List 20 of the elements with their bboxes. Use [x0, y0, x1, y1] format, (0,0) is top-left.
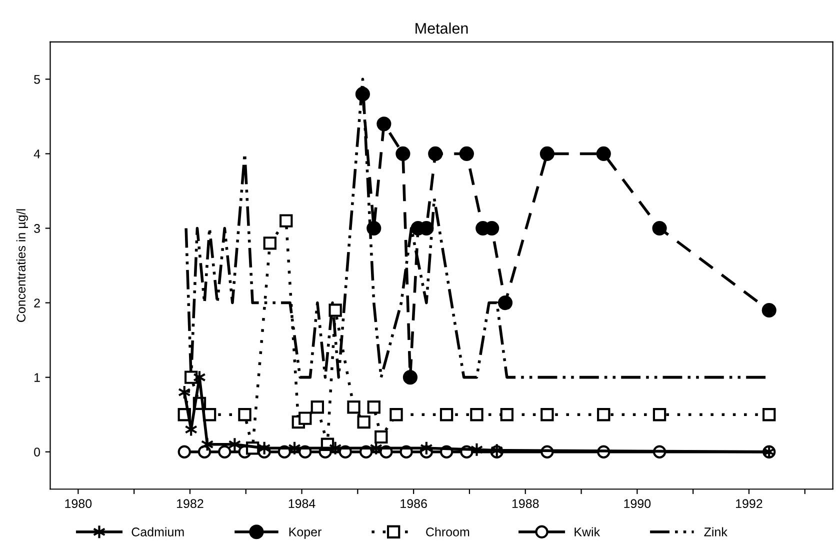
- x-tick-label: 1980: [65, 499, 92, 508]
- x-tick-label: 1990: [624, 499, 651, 508]
- legend-label: Cadmium: [132, 527, 184, 536]
- legend-label: Koper: [289, 528, 322, 539]
- x-tick-label: 1988: [512, 499, 539, 508]
- legend-label: Chroom: [426, 527, 470, 536]
- y-tick-label: 5: [34, 75, 40, 84]
- y-tick-label: 4: [34, 150, 40, 158]
- y-tick-label: 0: [34, 448, 40, 457]
- x-tick-label: 1986: [400, 499, 427, 508]
- legend-label: Zink: [704, 527, 728, 536]
- y-tick-label: 1: [34, 373, 40, 382]
- y-tick-label: 3: [34, 224, 40, 233]
- x-tick-label: 1992: [736, 499, 762, 508]
- legend-label: Kwik: [574, 527, 600, 536]
- x-tick-label: 1982: [177, 499, 204, 508]
- y-tick-label: 2: [34, 298, 40, 308]
- chart-title: Metalen: [416, 22, 468, 34]
- x-tick-label: 1984: [288, 499, 316, 508]
- y-axis-title: Concentraties in µg/l: [16, 209, 28, 322]
